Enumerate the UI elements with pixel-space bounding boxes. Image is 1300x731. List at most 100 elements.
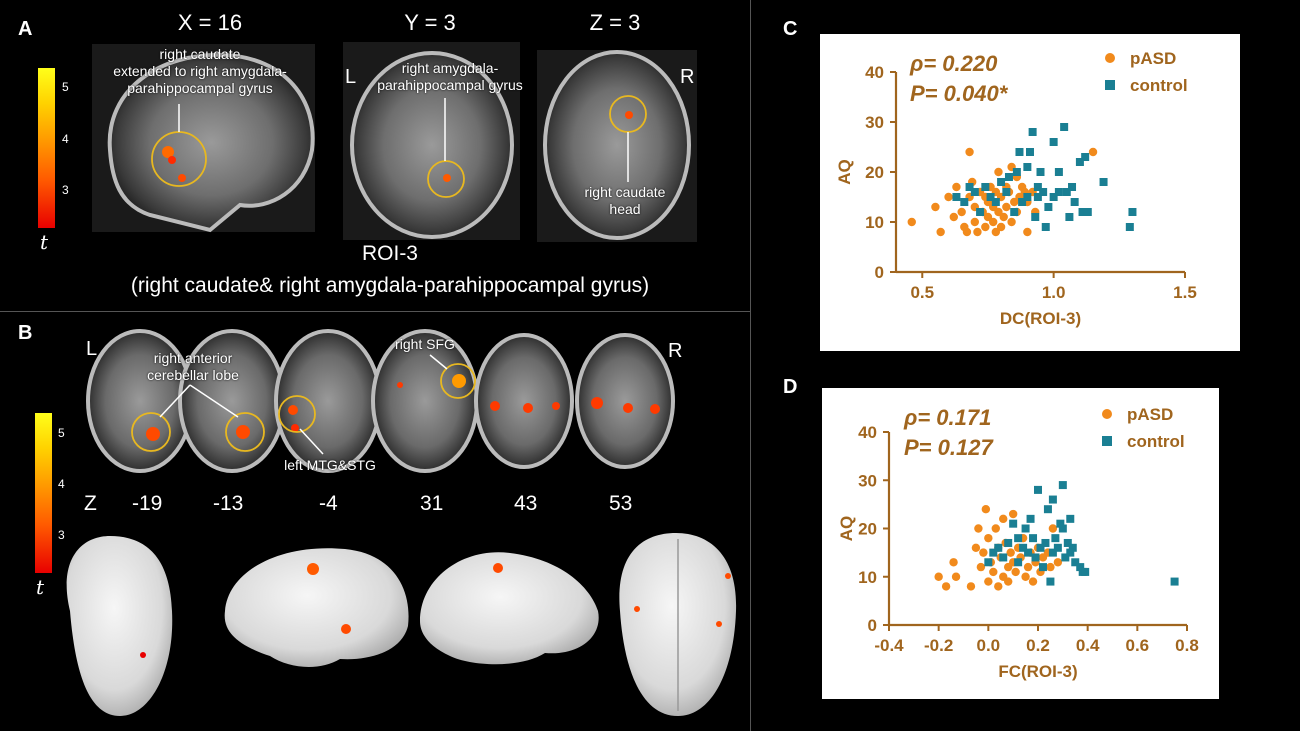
data-point-pASD (974, 524, 983, 533)
data-point-pASD (983, 212, 993, 222)
activation-blob (634, 606, 640, 612)
data-point-control (1128, 208, 1137, 216)
z-value: -19 (132, 492, 163, 515)
colorbar-a-tick-4: 4 (62, 132, 69, 146)
data-point-control (1009, 519, 1018, 528)
data-point-pASD (951, 572, 961, 581)
colorbar-b-t-label: t (36, 575, 45, 599)
slice-label-z: Z = 3 (589, 10, 641, 35)
y-tick-label: 30 (865, 113, 884, 132)
legend-marker-control (1102, 436, 1112, 446)
x-tick-label: 0.6 (1126, 636, 1150, 655)
stat-rho: ρ= 0.171 (903, 405, 991, 430)
data-point-control (1076, 563, 1085, 572)
panel-label-d: D (783, 376, 798, 398)
activation-blob (341, 624, 351, 634)
data-point-pASD (941, 582, 951, 591)
data-point-pASD (989, 217, 998, 227)
activation-blob (162, 146, 174, 158)
data-point-control (1038, 563, 1047, 572)
data-point-control (1031, 213, 1040, 221)
activation-blob (523, 403, 533, 413)
activation-blob (725, 573, 731, 579)
data-point-control (1028, 128, 1037, 136)
stat-rho: ρ= 0.220 (909, 51, 998, 76)
leader-line (429, 354, 448, 370)
x-tick-label: 0.2 (1026, 636, 1050, 655)
data-point-control (952, 193, 961, 201)
data-point-pASD (991, 524, 1000, 533)
data-point-control (976, 208, 985, 216)
y-tick-label: 40 (865, 63, 884, 82)
data-point-pASD (976, 562, 986, 572)
activation-blob (490, 401, 500, 411)
data-point-pASD (949, 212, 958, 222)
data-point-control (1078, 208, 1087, 216)
panel-divider-vertical (750, 0, 751, 731)
data-point-control (1170, 577, 1179, 586)
data-point-pASD (931, 202, 940, 212)
data-point-pASD (981, 222, 990, 232)
data-point-control (1125, 223, 1134, 231)
data-point-pASD (1023, 562, 1033, 572)
data-point-pASD (949, 558, 958, 567)
data-point-control (991, 198, 1000, 206)
data-point-pASD (966, 582, 976, 591)
data-point-control (1036, 168, 1045, 176)
annotation-mtg-stg: left MTG&STG (284, 457, 376, 473)
data-point-control (1058, 524, 1067, 533)
data-point-control (1075, 158, 1084, 166)
data-point-pASD (971, 543, 981, 552)
data-point-pASD (962, 227, 972, 237)
data-point-control (1053, 543, 1062, 552)
data-point-control (1024, 548, 1033, 557)
data-point-pASD (1004, 577, 1013, 586)
activation-blob (623, 403, 633, 413)
data-point-control (1071, 558, 1080, 567)
data-point-control (1034, 485, 1042, 494)
data-point-control (999, 553, 1008, 562)
data-point-control (1041, 538, 1050, 547)
y-tick-label: 30 (858, 471, 877, 490)
x-tick-label: 0.4 (1076, 636, 1100, 655)
x-axis-label: DC(ROI-3) (1000, 309, 1081, 328)
y-axis-label: AQ (835, 159, 854, 185)
roi-title: ROI-3 (361, 242, 418, 265)
leader-line (299, 428, 324, 455)
data-point-control (1060, 123, 1069, 131)
orient-right-b: R (668, 340, 683, 362)
data-point-control (1002, 188, 1011, 196)
data-point-pASD (1088, 147, 1098, 157)
y-axis-label: AQ (837, 516, 856, 542)
colorbar-b-tick-3: 3 (58, 528, 65, 542)
orient-left-a: L (345, 66, 357, 88)
data-point-pASD (1011, 567, 1020, 577)
data-point-pASD (1048, 524, 1058, 533)
data-point-control (1019, 543, 1028, 552)
data-point-control (1018, 198, 1027, 206)
mri-slices-b (66, 329, 737, 716)
data-point-pASD (936, 227, 945, 237)
axial-slice-z-53 (575, 333, 675, 469)
data-point-control (1061, 553, 1070, 562)
data-point-control (1049, 193, 1058, 201)
activation-blob (178, 174, 186, 182)
data-point-pASD (984, 577, 993, 586)
chart-d: 0 10 20 30 40 -0.4 -0.2 0.0 0.2 0.4 0.6 0.8 FC(ROI-3… (822, 388, 1219, 699)
colorbar-a-tick-5: 5 (62, 80, 69, 94)
mri-slices-a (92, 42, 697, 242)
data-point-control (1041, 223, 1050, 231)
legend-marker-control (1105, 80, 1115, 90)
data-point-control (1065, 213, 1074, 221)
data-point-pASD (1046, 562, 1055, 572)
data-point-control (1068, 183, 1077, 191)
activation-blob (168, 156, 176, 164)
data-point-control (1026, 514, 1035, 523)
data-point-control (1036, 543, 1045, 552)
data-point-control (960, 198, 969, 206)
data-point-control (1023, 193, 1032, 201)
colorbar-b (35, 413, 52, 573)
data-point-control (1033, 183, 1042, 191)
activation-blob (625, 111, 633, 119)
axial-slice-z-neg4 (274, 329, 382, 473)
